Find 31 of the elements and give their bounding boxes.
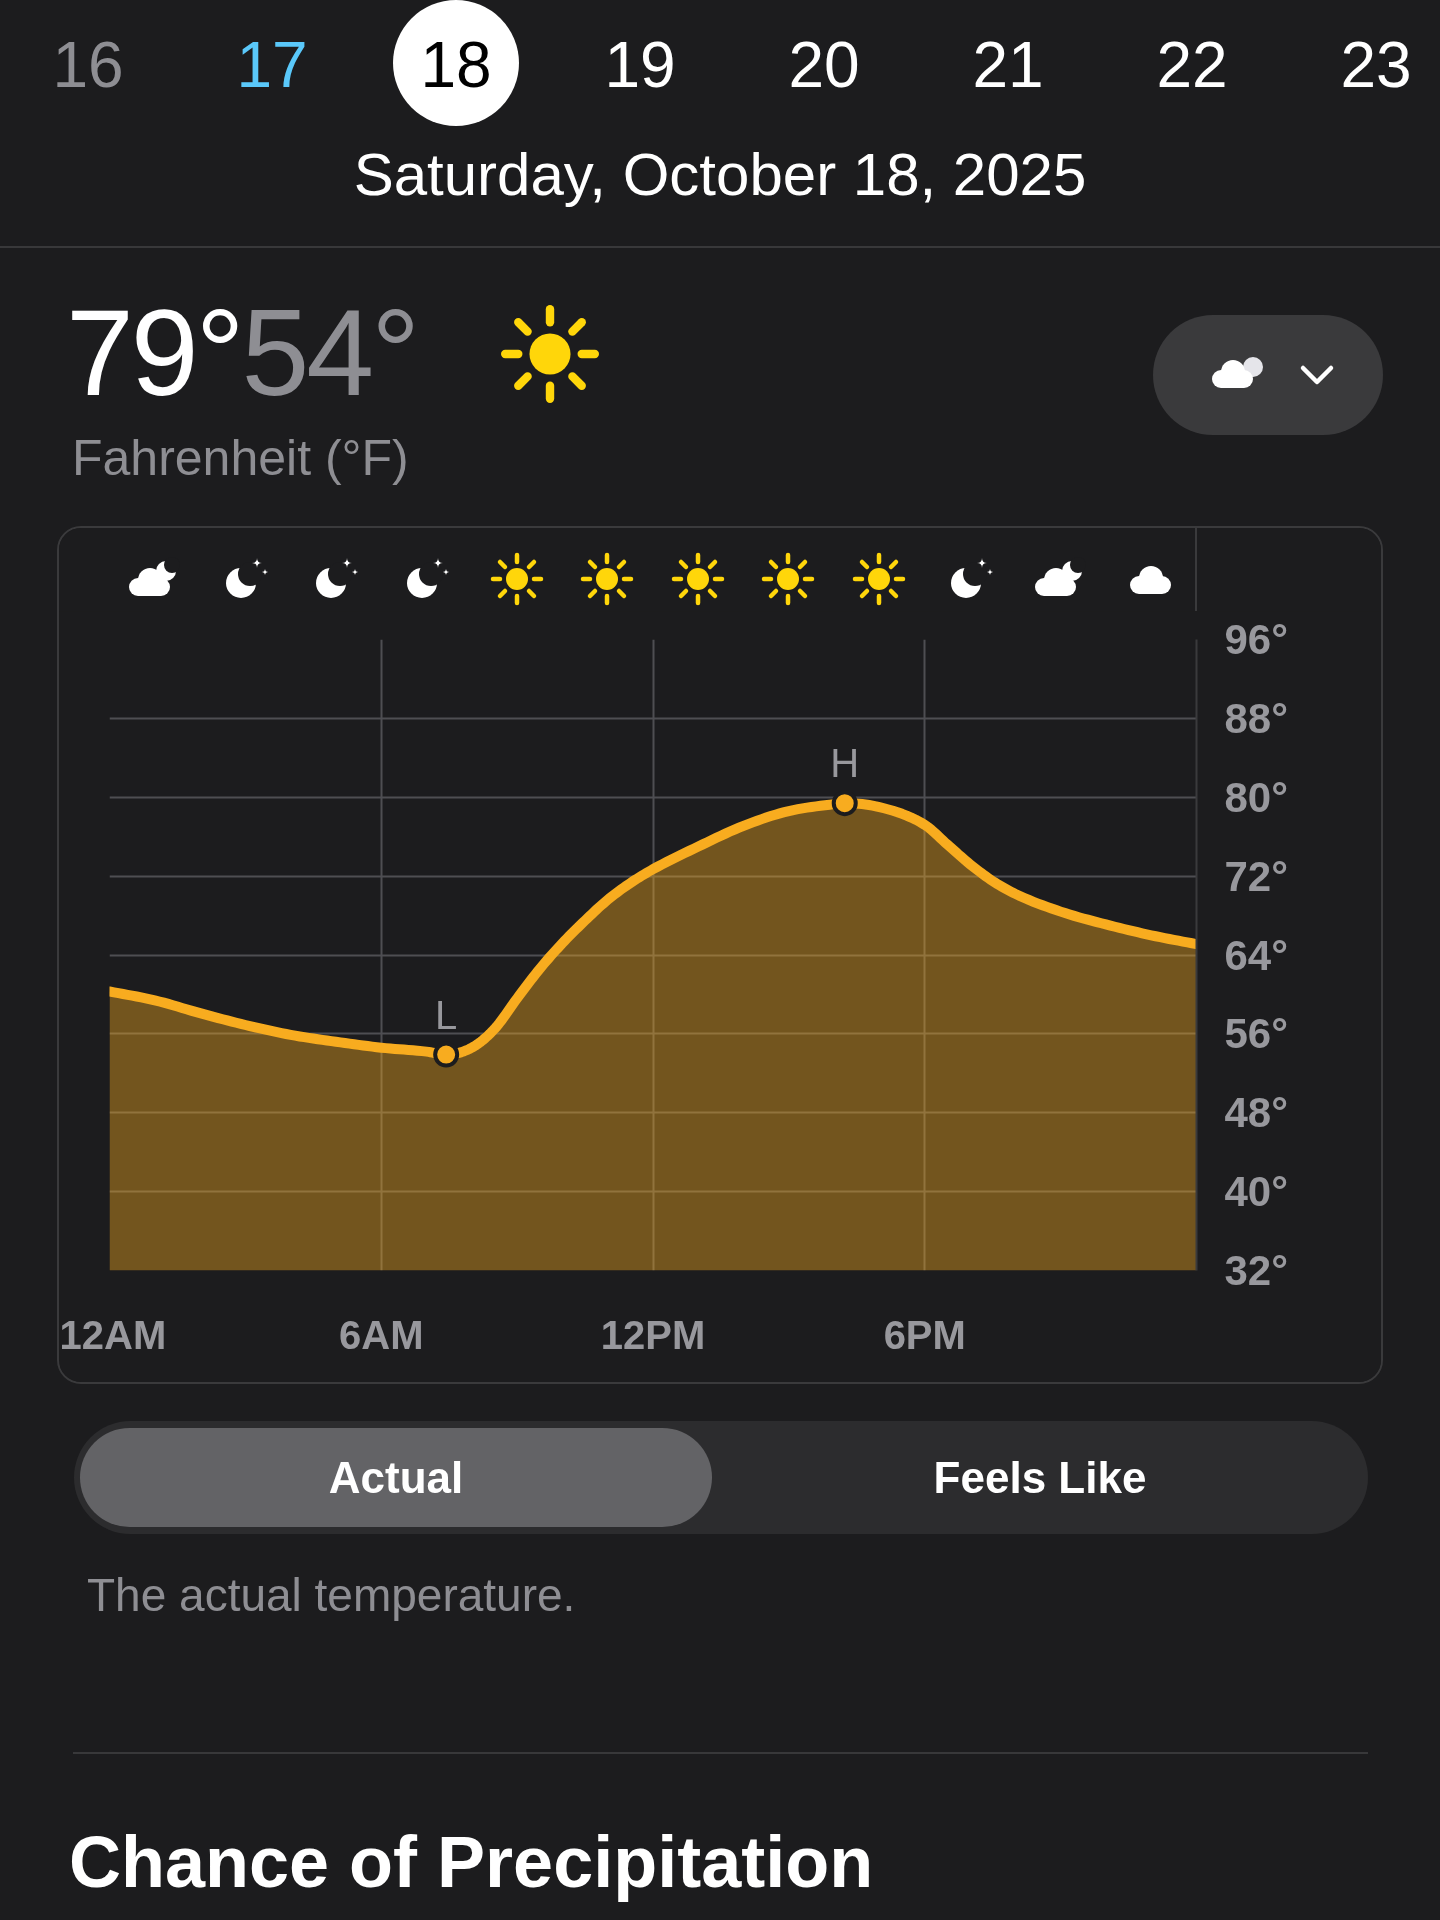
text: 20 — [787, 29, 861, 101]
chart-subtitle: Fahrenheit (°F) — [72, 430, 409, 486]
y-tick-label: 64° — [1224, 931, 1289, 979]
y-tick-label: 72° — [1224, 852, 1289, 900]
chart-title: Saturday, October 18, 2025 — [352, 141, 1088, 208]
x-tick-label: 12PM — [600, 1312, 706, 1357]
y-tick-label: 80° — [1224, 773, 1289, 821]
x-tick-label: 6PM — [883, 1312, 966, 1357]
annotation: L — [435, 992, 458, 1037]
text: Actual — [80, 1428, 712, 1527]
text: 17 — [235, 29, 309, 101]
y-tick-label: 48° — [1224, 1089, 1289, 1137]
y-tick-label: 32° — [1224, 1247, 1289, 1294]
text: 21 — [971, 29, 1045, 101]
annotation: H — [830, 741, 860, 786]
y-tick-label: 40° — [1224, 1168, 1289, 1216]
text: 79° — [66, 285, 242, 421]
text: 16 — [51, 29, 125, 101]
y-tick-label: 96° — [1224, 616, 1289, 663]
text: 18 — [419, 29, 493, 101]
y-tick-label: 88° — [1224, 694, 1289, 742]
y-tick-label: 56° — [1224, 1010, 1289, 1058]
text: 23 — [1339, 29, 1413, 101]
text: The actual temperature. — [87, 1569, 576, 1621]
text: Feels Like — [932, 1451, 1148, 1504]
x-tick-label: 12AM — [59, 1312, 167, 1357]
x-tick-label: 6AM — [339, 1312, 424, 1357]
text: Chance of Precipitation — [69, 1822, 874, 1902]
text: 22 — [1155, 29, 1229, 101]
text: 19 — [603, 29, 677, 101]
text: 54° — [241, 285, 417, 421]
